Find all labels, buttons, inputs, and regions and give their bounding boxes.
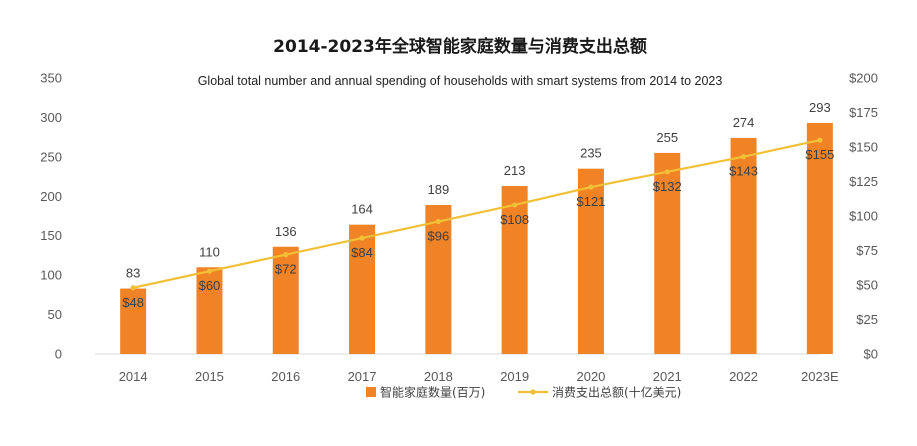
legend: 智能家庭数量(百万) 消费支出总额(十亿美元) — [366, 385, 681, 400]
line-series — [130, 137, 823, 291]
legend-bar-swatch — [366, 387, 376, 397]
bar — [272, 246, 299, 354]
bar — [349, 224, 376, 354]
bar-value-label: 235 — [580, 146, 602, 161]
x-tick-label: 2020 — [576, 369, 605, 384]
legend-line-label: 消费支出总额(十亿美元) — [552, 385, 681, 400]
line-value-label: $121 — [576, 194, 605, 209]
chart-subtitle: Global total number and annual spending … — [198, 74, 723, 88]
right-axis: $0 $25 $50 $75 $100 $125 $150 $175 $200 — [849, 71, 878, 362]
bar — [196, 267, 223, 354]
line-value-labels: $48 $60 $72 $84 $96 $108 $121 $132 $143 $155 — [122, 147, 834, 310]
y-right-tick-label: $50 — [856, 278, 878, 293]
bar — [654, 152, 681, 354]
x-tick-label: 2021 — [653, 369, 682, 384]
y-left-tick-label: 300 — [40, 110, 62, 125]
bar-value-label: 189 — [427, 182, 449, 197]
x-tick-label: 2016 — [271, 369, 300, 384]
line-value-label: $72 — [275, 262, 297, 277]
x-tick-label: 2015 — [195, 369, 224, 384]
y-left-tick-label: 0 — [55, 347, 62, 362]
line-point — [130, 285, 136, 291]
bar — [577, 168, 604, 354]
line-value-label: $84 — [351, 245, 373, 260]
bar-value-labels: 83 110 136 164 189 213 235 255 274 293 — [126, 100, 831, 281]
left-axis: 0 50 100 150 200 250 300 350 — [40, 71, 62, 362]
bar — [806, 122, 833, 354]
bar-value-label: 164 — [351, 202, 373, 217]
line-value-label: $132 — [653, 179, 682, 194]
line-value-label: $108 — [500, 212, 529, 227]
y-right-tick-label: $125 — [849, 174, 878, 189]
line-value-label: $60 — [199, 278, 221, 293]
y-left-tick-label: 350 — [40, 71, 62, 86]
bar — [425, 204, 452, 354]
legend-bar-label: 智能家庭数量(百万) — [380, 385, 485, 400]
bar — [120, 288, 147, 354]
line-point — [283, 252, 289, 258]
bar-value-label: 274 — [733, 115, 755, 130]
bar-value-label: 83 — [126, 266, 140, 281]
bar — [730, 137, 757, 354]
line-point — [435, 218, 441, 225]
y-right-tick-label: $0 — [864, 347, 878, 362]
line-point — [512, 202, 518, 208]
line-value-label: $143 — [729, 164, 758, 179]
bar-value-label: 255 — [656, 130, 678, 145]
line-value-label: $48 — [122, 295, 144, 310]
line-path — [132, 139, 821, 289]
y-right-tick-label: $100 — [849, 209, 878, 224]
bar-value-label: 110 — [199, 244, 220, 259]
y-right-tick-label: $200 — [849, 71, 878, 86]
x-tick-label: 2023E — [801, 369, 839, 384]
bar-value-label: 293 — [809, 100, 831, 115]
y-right-tick-label: $25 — [856, 312, 878, 327]
bar-series — [120, 122, 833, 354]
chart-title: 2014-2023年全球智能家庭数量与消费支出总额 — [273, 36, 647, 57]
line-point — [588, 184, 594, 190]
y-right-tick-label: $175 — [849, 105, 878, 120]
x-tick-label: 2018 — [424, 369, 453, 384]
line-point — [206, 268, 213, 274]
bar-value-label: 213 — [504, 163, 526, 178]
bar-value-label: 136 — [275, 224, 297, 239]
line-point — [817, 137, 823, 143]
y-left-tick-label: 150 — [40, 228, 62, 243]
y-left-tick-label: 200 — [40, 189, 62, 204]
y-right-tick-label: $75 — [856, 243, 878, 258]
line-value-label: $155 — [805, 147, 834, 162]
x-tick-label: 2014 — [119, 369, 148, 384]
y-right-tick-label: $150 — [849, 140, 878, 155]
x-tick-label: 2017 — [348, 369, 377, 384]
line-value-label: $96 — [427, 229, 449, 244]
x-tick-label: 2019 — [500, 369, 529, 384]
line-point — [664, 169, 670, 175]
legend-line-marker — [530, 389, 536, 395]
line-point — [740, 154, 747, 160]
bar — [501, 186, 528, 354]
y-left-tick-label: 50 — [48, 307, 62, 322]
x-axis-ticks: 2014 2015 2016 2017 2018 2019 2020 2021 2022 2023… — [119, 369, 839, 384]
y-left-tick-label: 250 — [40, 149, 62, 164]
y-left-tick-label: 100 — [40, 268, 62, 283]
line-point — [359, 235, 365, 241]
x-tick-label: 2022 — [729, 369, 758, 384]
